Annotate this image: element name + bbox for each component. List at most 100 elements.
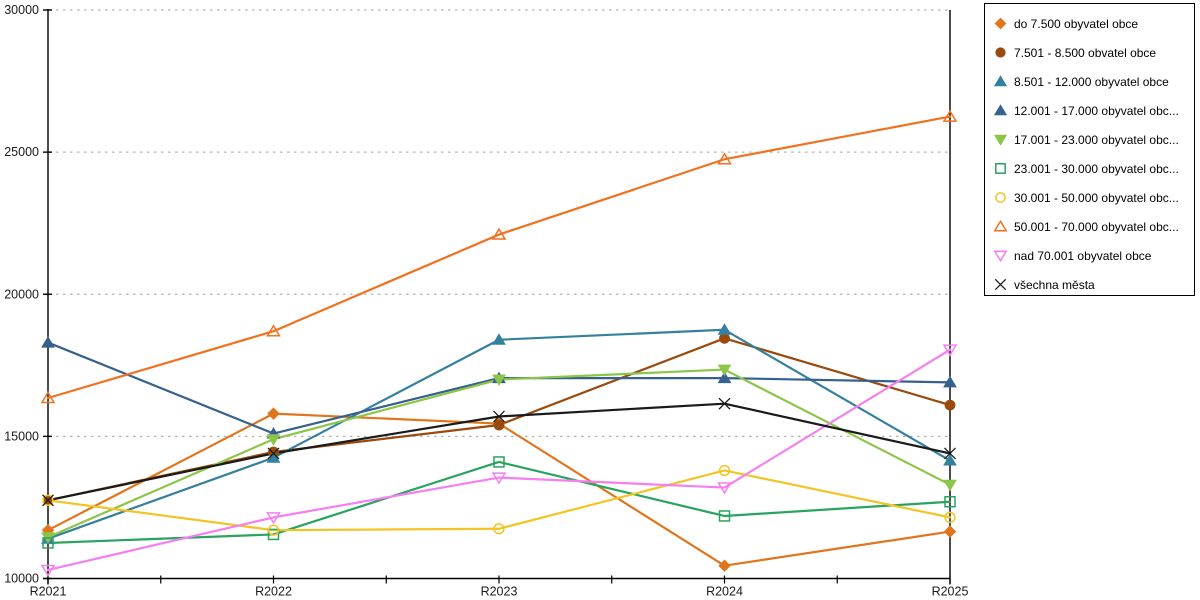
triangle-down-marker-icon (266, 434, 281, 446)
circle-marker-icon (719, 332, 730, 344)
diamond-marker-icon (718, 559, 731, 572)
diamond-marker-icon (267, 407, 280, 420)
circle-legend-marker-icon (995, 47, 1006, 58)
triangle-up-marker-icon (717, 371, 732, 384)
triangle-down-legend-marker-icon (993, 134, 1008, 146)
circle-marker-icon (944, 511, 956, 524)
x-marker-icon (267, 447, 280, 460)
series-markers-6 (42, 464, 956, 536)
triangle-up-marker-icon (943, 454, 957, 466)
circle-marker-icon (944, 399, 956, 411)
triangle-down-marker-icon (717, 364, 732, 377)
legend-item-1: 7.501 - 8.500 obvatel obce (985, 38, 1194, 67)
series-line-2 (46, 328, 952, 540)
legend-item-8: nad 70.001 obyvatel obce (985, 241, 1194, 270)
triangle-up-marker-icon (491, 227, 507, 240)
x-tick-label: R2025 (932, 585, 969, 599)
series-markers-9 (42, 397, 956, 507)
y-tick-label: 15000 (4, 429, 39, 443)
x-marker-icon (994, 278, 1007, 291)
series-markers-5 (42, 456, 956, 549)
series-line-4 (46, 368, 952, 539)
legend-label: 7.501 - 8.500 obvatel obce (1014, 45, 1157, 60)
legend-label: do 7.500 obyvatel obce (1014, 16, 1139, 31)
circle-marker-icon (493, 419, 505, 431)
series-markers-4 (41, 364, 957, 544)
triangle-up-legend-marker-icon (993, 219, 1008, 232)
circle-legend-marker-icon (995, 192, 1006, 203)
triangle-up-legend-marker-icon (993, 104, 1008, 116)
square-marker-icon (493, 456, 505, 468)
x-marker-icon (718, 397, 731, 410)
legend-label: 12.001 - 17.000 obyvatel obc... (1014, 103, 1179, 118)
x-tick-label: R2023 (481, 585, 518, 599)
triangle-up-marker-icon (942, 109, 958, 122)
legend-label: nad 70.001 obyvatel obce (1014, 248, 1152, 263)
legend-item-4: 17.001 - 23.000 obyvatel obc... (985, 125, 1194, 154)
triangle-down-marker-icon (717, 482, 732, 495)
legend-label: 17.001 - 23.000 obyvatel obc... (1014, 132, 1179, 147)
triangle-down-marker-icon (942, 344, 958, 357)
circle-marker-icon (995, 192, 1006, 203)
series-line-6 (46, 469, 952, 532)
series-markers-8 (40, 344, 958, 577)
triangle-up-marker-icon (41, 336, 55, 348)
legend-label: 8.501 - 12.000 obyvatel obce (1014, 74, 1169, 89)
diamond-marker-icon (943, 525, 957, 538)
x-tick-label: R2021 (30, 585, 67, 599)
circle-marker-icon (718, 464, 731, 477)
circle-marker-icon (995, 47, 1006, 58)
triangle-down-marker-icon (993, 134, 1008, 146)
circle-marker-icon (267, 524, 280, 536)
triangle-down-marker-icon (266, 512, 281, 525)
x-marker-icon (493, 410, 505, 423)
triangle-down-legend-marker-icon (993, 250, 1008, 263)
legend-label: 50.001 - 70.000 obyvatel obc... (1014, 219, 1179, 234)
legend-label: 30.001 - 50.000 obyvatel obc... (1014, 190, 1179, 205)
triangle-up-legend-marker-icon (993, 75, 1008, 87)
legend-label: 23.001 - 30.000 obyvatel obc... (1014, 161, 1179, 176)
square-marker-icon (267, 528, 280, 541)
legend-item-5: 23.001 - 30.000 obyvatel obc... (985, 154, 1194, 183)
square-marker-icon (995, 163, 1006, 174)
x-legend-marker-icon (994, 278, 1007, 291)
triangle-up-marker-icon (993, 219, 1008, 232)
diamond-marker-icon (994, 17, 1007, 30)
triangle-up-marker-icon (40, 391, 56, 404)
legend-item-9: všechna města (985, 270, 1194, 299)
triangle-up-marker-icon (717, 323, 732, 335)
triangle-up-marker-icon (993, 104, 1008, 116)
triangle-up-marker-icon (492, 333, 506, 345)
circle-marker-icon (42, 494, 54, 506)
triangle-up-marker-icon (943, 375, 957, 388)
triangle-down-marker-icon (491, 472, 507, 485)
x-tick-label: R2024 (706, 585, 743, 599)
triangle-down-marker-icon (943, 479, 957, 492)
triangle-up-marker-icon (717, 152, 732, 165)
chart-legend: do 7.500 obyvatel obce 7.501 - 8.500 obva… (984, 3, 1195, 296)
legend-item-7: 50.001 - 70.000 obyvatel obc... (985, 212, 1194, 241)
series-line-7 (46, 115, 952, 400)
circle-marker-icon (493, 523, 505, 535)
legend-label: všechna města (1014, 277, 1095, 292)
square-legend-marker-icon (995, 163, 1006, 174)
triangle-down-marker-icon (993, 250, 1008, 263)
triangle-up-marker-icon (993, 75, 1008, 87)
series-line-8 (46, 348, 952, 572)
x-marker-icon (944, 447, 956, 460)
square-marker-icon (42, 537, 54, 549)
y-tick-label: 30000 (4, 3, 39, 17)
x-marker-icon (42, 494, 54, 507)
series-markers-2 (41, 323, 957, 544)
legend-item-3: 12.001 - 17.000 obyvatel obc... (985, 96, 1194, 125)
triangle-down-marker-icon (492, 374, 506, 386)
series-line-5 (46, 460, 952, 545)
x-tick-label: R2022 (255, 585, 292, 599)
diamond-legend-marker-icon (994, 17, 1007, 30)
legend-item-0: do 7.500 obyvatel obce (985, 9, 1194, 38)
legend-item-2: 8.501 - 12.000 obyvatel obce (985, 67, 1194, 96)
legend-item-6: 30.001 - 50.000 obyvatel obc... (985, 183, 1194, 212)
y-tick-label: 10000 (4, 572, 39, 586)
